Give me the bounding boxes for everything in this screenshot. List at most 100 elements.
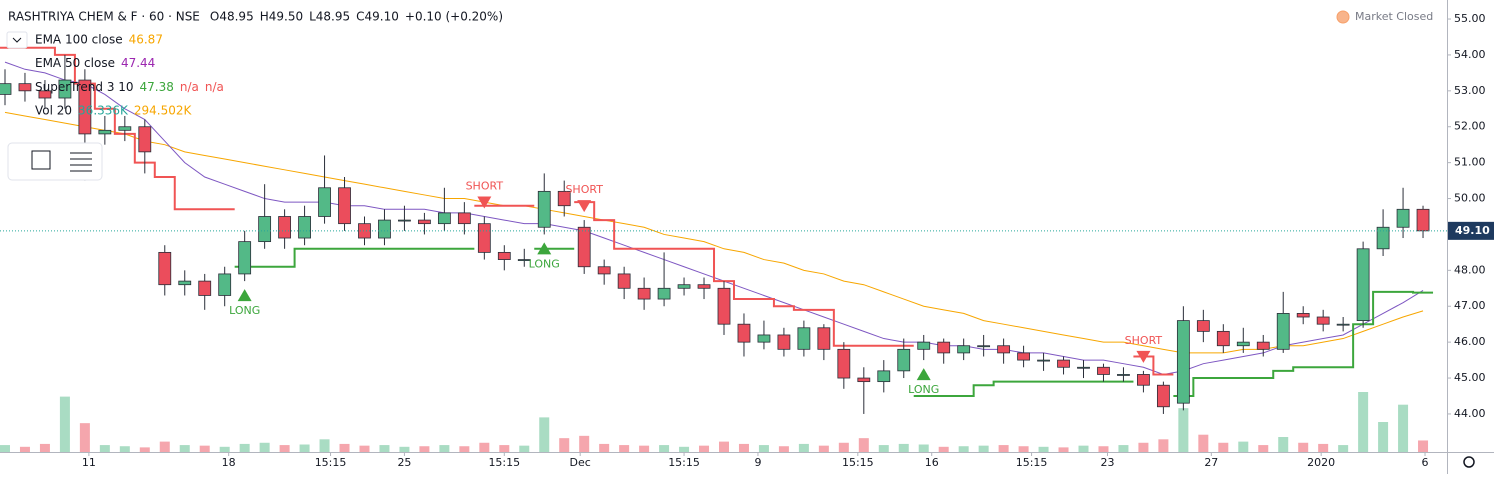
y-tick-label: 46.00 xyxy=(1454,335,1486,348)
x-tick-label: 25 xyxy=(397,456,411,469)
indicator-name: EMA 50 close xyxy=(35,56,115,70)
volume-bar xyxy=(738,443,749,452)
rect-tool[interactable] xyxy=(31,150,51,170)
candle-body xyxy=(1356,248,1370,322)
supertrend-down xyxy=(0,46,1174,376)
chevron xyxy=(12,37,22,43)
candle-body xyxy=(398,219,411,222)
candle-body xyxy=(58,79,72,99)
volume-bar xyxy=(858,438,869,452)
volume-bar xyxy=(878,445,889,452)
candle-body xyxy=(238,241,252,275)
volume-bar xyxy=(459,446,470,452)
candle-body xyxy=(318,187,331,217)
volume-bar xyxy=(1078,445,1089,452)
y-tick-label: 50.00 xyxy=(1454,192,1486,205)
candle-body xyxy=(218,273,232,296)
candle-body xyxy=(18,83,32,92)
volume-bar xyxy=(379,445,390,452)
candle-body xyxy=(1336,323,1350,326)
signal-label: SHORT xyxy=(466,179,504,192)
volume-bar xyxy=(898,443,909,452)
candle-body xyxy=(0,83,12,95)
volume-bar xyxy=(499,445,510,452)
volume-bar xyxy=(0,445,10,452)
volume-bar xyxy=(139,447,150,452)
volume-bar xyxy=(1378,422,1389,452)
change: +0.10 (+0.20%) xyxy=(405,10,503,24)
candle-body xyxy=(118,126,132,131)
candle-body xyxy=(358,223,371,239)
y-tick-label: 44.00 xyxy=(1454,407,1486,420)
signal-arrow xyxy=(237,289,252,302)
volume-bar xyxy=(1358,392,1369,452)
symbol-title: RASHTRIYA CHEM & F · 60 · NSE xyxy=(8,10,200,24)
indicator-value: n/a xyxy=(180,80,199,94)
candle-body xyxy=(1196,320,1210,332)
candle-body xyxy=(278,216,292,239)
volume-bar xyxy=(818,445,829,452)
candle-body xyxy=(757,334,771,343)
last-price-box xyxy=(1448,221,1494,240)
volume-bar xyxy=(758,445,769,452)
candle-body xyxy=(477,223,491,253)
signal-arrow xyxy=(477,196,492,209)
volume-bar xyxy=(1018,446,1029,452)
ohlc-value: 48.95 xyxy=(219,10,253,24)
candle-body xyxy=(597,266,611,275)
y-tick-label: 48.00 xyxy=(1454,263,1486,276)
signal-label: SHORT xyxy=(565,183,603,196)
candle-body xyxy=(1156,384,1170,408)
volume-bar xyxy=(1418,440,1429,452)
status-icon xyxy=(1336,10,1350,24)
candle-body xyxy=(138,126,152,153)
indicator-name: SuperTrend 3 10 xyxy=(35,80,134,94)
candle-body xyxy=(517,259,531,261)
x-tick-label: 16 xyxy=(925,456,939,469)
volume-bar xyxy=(659,445,670,452)
volume-bar xyxy=(39,443,50,452)
x-tick-label: 9 xyxy=(754,456,761,469)
candle-body xyxy=(1037,359,1050,362)
volume-bar xyxy=(1198,434,1209,452)
market-status: Market Closed xyxy=(1355,10,1433,23)
lines-tool[interactable] xyxy=(70,152,92,172)
ohlc-key: O xyxy=(210,10,219,24)
candle-body xyxy=(338,187,351,225)
candle-body xyxy=(78,79,92,135)
candle-body xyxy=(1376,226,1390,250)
candle-body xyxy=(697,284,711,289)
candle-body xyxy=(98,129,112,135)
settings-icon[interactable] xyxy=(1463,456,1475,468)
candle-body xyxy=(1077,366,1090,369)
volume-bar xyxy=(679,446,690,452)
volume-bar xyxy=(938,446,949,452)
candle-body xyxy=(1276,313,1290,350)
indicator-value: 47.44 xyxy=(121,56,155,70)
volume-bar xyxy=(1238,441,1249,452)
indicator-value: 47.38 xyxy=(140,80,174,94)
signal-label: LONG xyxy=(529,257,560,270)
candle-body xyxy=(1236,341,1250,347)
candle-body xyxy=(717,287,731,325)
volume-bar xyxy=(718,441,729,452)
volume-bar xyxy=(599,443,610,452)
candle-body xyxy=(1137,374,1150,386)
legend-toggle[interactable] xyxy=(6,31,28,49)
volume-bar xyxy=(559,438,570,452)
ohlc-value: 48.95 xyxy=(316,10,350,24)
overlay: RASHTRIYA CHEM & F · 60 · NSE Market Clo… xyxy=(6,10,1475,468)
candle-body xyxy=(457,212,471,225)
x-tick-label: 15:15 xyxy=(315,456,347,469)
volume-bar xyxy=(1098,446,1109,452)
candle-body xyxy=(1017,352,1030,361)
candle-body xyxy=(38,90,52,99)
candle-body xyxy=(418,219,431,225)
supertrend-up xyxy=(234,247,1434,397)
x-tick-label: 11 xyxy=(82,456,96,469)
volume-bar xyxy=(1038,446,1049,452)
candle-body xyxy=(497,251,511,260)
volume-bar xyxy=(1178,408,1189,452)
candle-body xyxy=(637,287,651,300)
volume-bar xyxy=(1158,439,1169,452)
